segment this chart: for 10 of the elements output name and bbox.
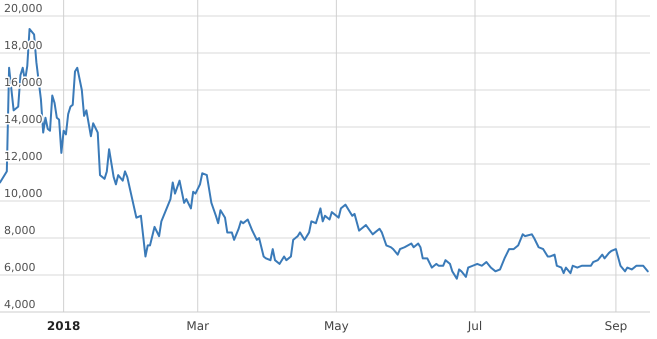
y-tick-label: 4,000 <box>4 298 36 311</box>
x-tick-label: May <box>324 319 349 333</box>
x-tick-label: Jul <box>466 319 482 333</box>
y-tick-label: 6,000 <box>4 261 36 274</box>
y-tick-label: 8,000 <box>4 224 36 237</box>
y-tick-label: 10,000 <box>4 187 42 200</box>
x-tick-label: 2018 <box>46 319 80 333</box>
y-tick-label: 20,000 <box>4 2 42 15</box>
x-tick-label: Mar <box>186 319 210 333</box>
x-tick-label: Sep <box>604 319 628 333</box>
